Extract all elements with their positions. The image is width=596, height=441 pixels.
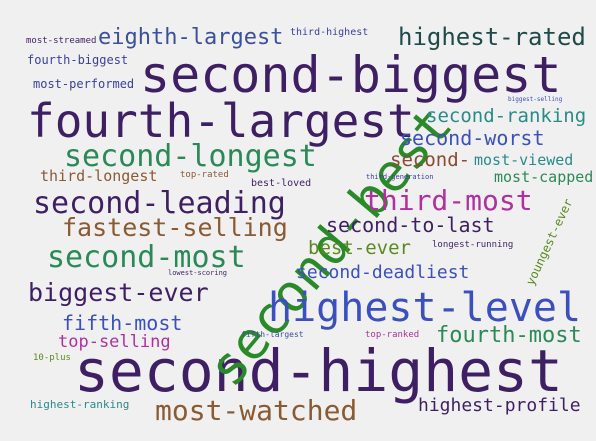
word-lowest-scoring: lowest-scoring [168, 269, 228, 277]
word-highest-profile: highest-profile [418, 395, 581, 416]
word-most-viewed: most-viewed [474, 151, 574, 169]
word-second-worst: second-worst [400, 126, 545, 150]
word-second-biggest: second-biggest [140, 46, 562, 104]
word-most-capped: most-capped [494, 168, 594, 186]
word-10-plus: 10-plus [33, 353, 71, 363]
word-fifth-most: fifth-most [62, 311, 183, 335]
word-second-ranking: second-ranking [426, 105, 587, 127]
word-second-deadliest: second-deadliest [296, 262, 470, 283]
word-most-performed: most-performed [33, 77, 135, 91]
word-second-most: second-most [47, 240, 246, 275]
word-top-selling: top-selling [58, 332, 171, 352]
word-best-loved: best-loved [251, 178, 312, 189]
word-top-ranked: top-ranked [365, 330, 420, 340]
word-eighth-largest: eighth-largest [98, 25, 284, 50]
word-fourth-largest: fourth-largest [27, 94, 415, 148]
word-third-generation: third-generation [366, 173, 434, 181]
word-most-streamed: most-streamed [26, 36, 97, 46]
word-second-longest: second-longest [64, 139, 317, 174]
word-third-most: third-most [364, 184, 533, 217]
word-fifth-largest: fifth-largest [241, 330, 304, 339]
word-third-longest: third-longest [40, 167, 158, 185]
word-most-watched: most-watched [155, 394, 358, 427]
word-longest-running: longest-running [432, 240, 514, 250]
word-highest-rated: highest-rated [398, 23, 586, 51]
word-highest-ranking: highest-ranking [30, 398, 130, 411]
word-top-rated: top-rated [180, 170, 229, 180]
word-second-: second- [390, 149, 471, 171]
word-best-ever: best-ever [308, 237, 411, 259]
word-biggest-selling: biggest-selling [508, 96, 563, 103]
word-fourth-most: fourth-most [436, 323, 582, 348]
word-fastest-selling: fastest-selling [62, 213, 288, 242]
word-highest-level: highest-level [268, 285, 582, 331]
word-second-leading: second-leading [33, 186, 286, 221]
word-fourth-biggest: fourth-biggest [27, 53, 129, 67]
word-third-highest: third-highest [290, 27, 369, 38]
word-second-to-last: second-to-last [326, 213, 495, 237]
word-biggest-ever: biggest-ever [28, 278, 209, 307]
word-second-highest: second-highest [74, 337, 563, 405]
